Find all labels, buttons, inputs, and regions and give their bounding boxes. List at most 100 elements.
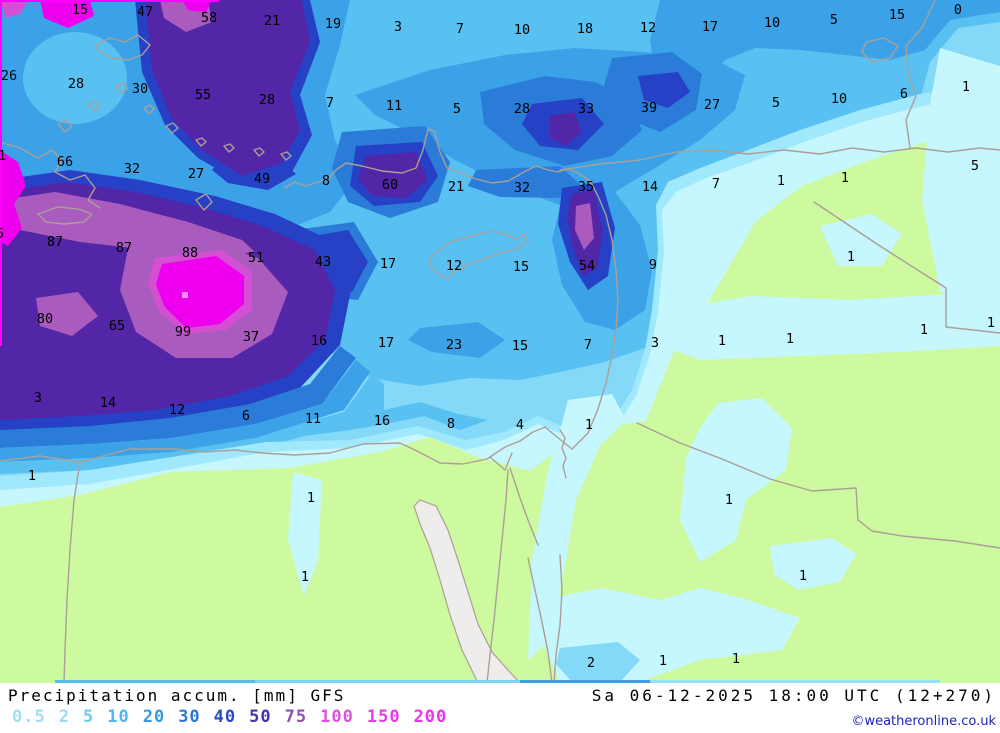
zone-75-100 (575, 203, 594, 250)
legend-value: 30 (178, 707, 201, 727)
map-value-label: 1 (920, 322, 928, 338)
map-value-label: 1 (799, 568, 807, 584)
map-value-label: 16 (311, 333, 327, 349)
map-value-label: 7 (712, 176, 720, 192)
map-value-label: 43 (315, 254, 331, 270)
edge-strip-bottom (520, 680, 650, 683)
map-value-label: 7 (456, 21, 464, 37)
map-value-label: 65 (109, 318, 125, 334)
nile-river (486, 452, 513, 683)
legend-scale: 0.5 2 5 10 20 30 40 50 75 100 150 200 (12, 707, 460, 727)
map-value-label: 51 (248, 250, 264, 266)
map-value-label: 1 (841, 170, 849, 186)
map-value-label: 0 (954, 2, 962, 18)
precipitation-map: 15 47 58 21 19 3 7 10 18 12 17 10 5 15 0 26 28 30 55 28 7 11 5… (0, 0, 1000, 683)
marmara-coast (94, 34, 151, 61)
island-cyprus (429, 230, 529, 280)
map-value-label: 1 (725, 492, 733, 508)
map-value-label: 23 (446, 337, 462, 353)
border-syria-iraq (905, 0, 936, 149)
map-value-label: 32 (514, 180, 530, 196)
legend-value: 75 (284, 707, 308, 727)
map-value-label: 33 (578, 101, 594, 117)
map-value-label: 14 (642, 179, 658, 195)
edge-strip-left (0, 0, 2, 346)
map-value-label: 1 (777, 173, 785, 189)
map-value-label: 58 (201, 10, 217, 26)
legend-value: 5 (82, 707, 95, 727)
map-value-label: 27 (704, 97, 720, 113)
map-value-label: 3 (394, 19, 402, 35)
legend-value: 40 (213, 707, 237, 727)
greek-coast (0, 141, 101, 209)
map-value-label: 27 (188, 166, 204, 182)
patch-05 (770, 538, 856, 590)
map-value-label: 15 (72, 2, 88, 18)
map-value-label: 9 (649, 257, 657, 273)
map-value-label: 99 (175, 324, 191, 340)
map-value-label: 6 (242, 408, 250, 424)
zone-150-200 (40, 0, 94, 28)
band-20-30 (0, 360, 370, 462)
map-value-label: 49 (254, 171, 270, 187)
border-turkey-syria (559, 147, 1000, 171)
band-10-20 (0, 374, 488, 474)
map-value-label: 1 (307, 490, 315, 506)
map-value-label: 4 (516, 417, 524, 433)
map-value-label: 35 (578, 179, 594, 195)
zone-100-150 (0, 0, 28, 18)
map-value-label: 10 (514, 22, 530, 38)
zone-50-75 (358, 152, 428, 198)
map-value-label: 54 (579, 258, 595, 274)
map-canvas: 15 47 58 21 19 3 7 10 18 12 17 10 5 15 026 28 30 55 28 7 11 5… (0, 0, 1000, 683)
map-value-label: 1 (786, 331, 794, 347)
zone-150-dot (182, 292, 188, 298)
edge-strip-bottom (255, 680, 520, 683)
map-value-label: 15 (512, 338, 528, 354)
map-value-label: 11 (386, 98, 402, 114)
map-value-label: 2 (587, 655, 595, 671)
map-value-label: 8 (447, 416, 455, 432)
map-value-label: 65 (0, 226, 4, 242)
border-jordan-saudi (636, 422, 1000, 549)
patch-05 (660, 294, 1000, 360)
copyright: ©weatheronline.co.uk (851, 714, 996, 729)
map-title: Precipitation accum. [mm] GFS (8, 686, 346, 705)
map-value-label: 28 (68, 76, 84, 92)
map-value-label: 55 (195, 87, 211, 103)
patch-05 (528, 394, 626, 660)
map-value-label: 8 (322, 173, 330, 189)
map-value-label: 1 (659, 653, 667, 669)
zone-40-50 (638, 72, 690, 108)
map-value-label: 91 (0, 148, 6, 164)
map-value-label: 19 (325, 16, 341, 32)
map-value-label: 28 (514, 101, 530, 117)
map-value-label: 37 (243, 329, 259, 345)
dry-land (0, 129, 1000, 683)
zone-30-40 (468, 166, 582, 198)
zone-150-200 (0, 150, 26, 246)
map-value-labels: 15 47 58 21 19 3 7 10 18 12 17 10 5 15 026 28 30 55 28 7 11 5… (0, 2, 995, 671)
legend-value: 0.5 (12, 707, 46, 727)
map-value-label: 5 (971, 158, 979, 174)
map-value-label: 1 (962, 79, 970, 95)
island-rhodes (195, 193, 213, 211)
lake-outline (861, 37, 899, 63)
legend-value: 20 (142, 707, 166, 727)
map-value-label: 5 (772, 95, 780, 111)
zone-50-75 (145, 0, 310, 176)
map-value-label: 12 (446, 258, 462, 274)
edge-strip-bottom (55, 680, 255, 683)
legend-value: 2 (58, 707, 70, 727)
map-value-label: 30 (132, 81, 148, 97)
map-value-label: 17 (380, 256, 396, 272)
zone-20-30 (650, 0, 1000, 115)
map-value-label: 3 (34, 390, 42, 406)
zone-20-30 (408, 322, 505, 358)
border-egypt-israel (509, 467, 539, 546)
map-value-label: 1 (732, 651, 740, 667)
map-value-label: 66 (57, 154, 73, 170)
map-value-label: 10 (764, 15, 780, 31)
zone-hole (23, 32, 127, 124)
legend-value: 150 (366, 707, 401, 727)
